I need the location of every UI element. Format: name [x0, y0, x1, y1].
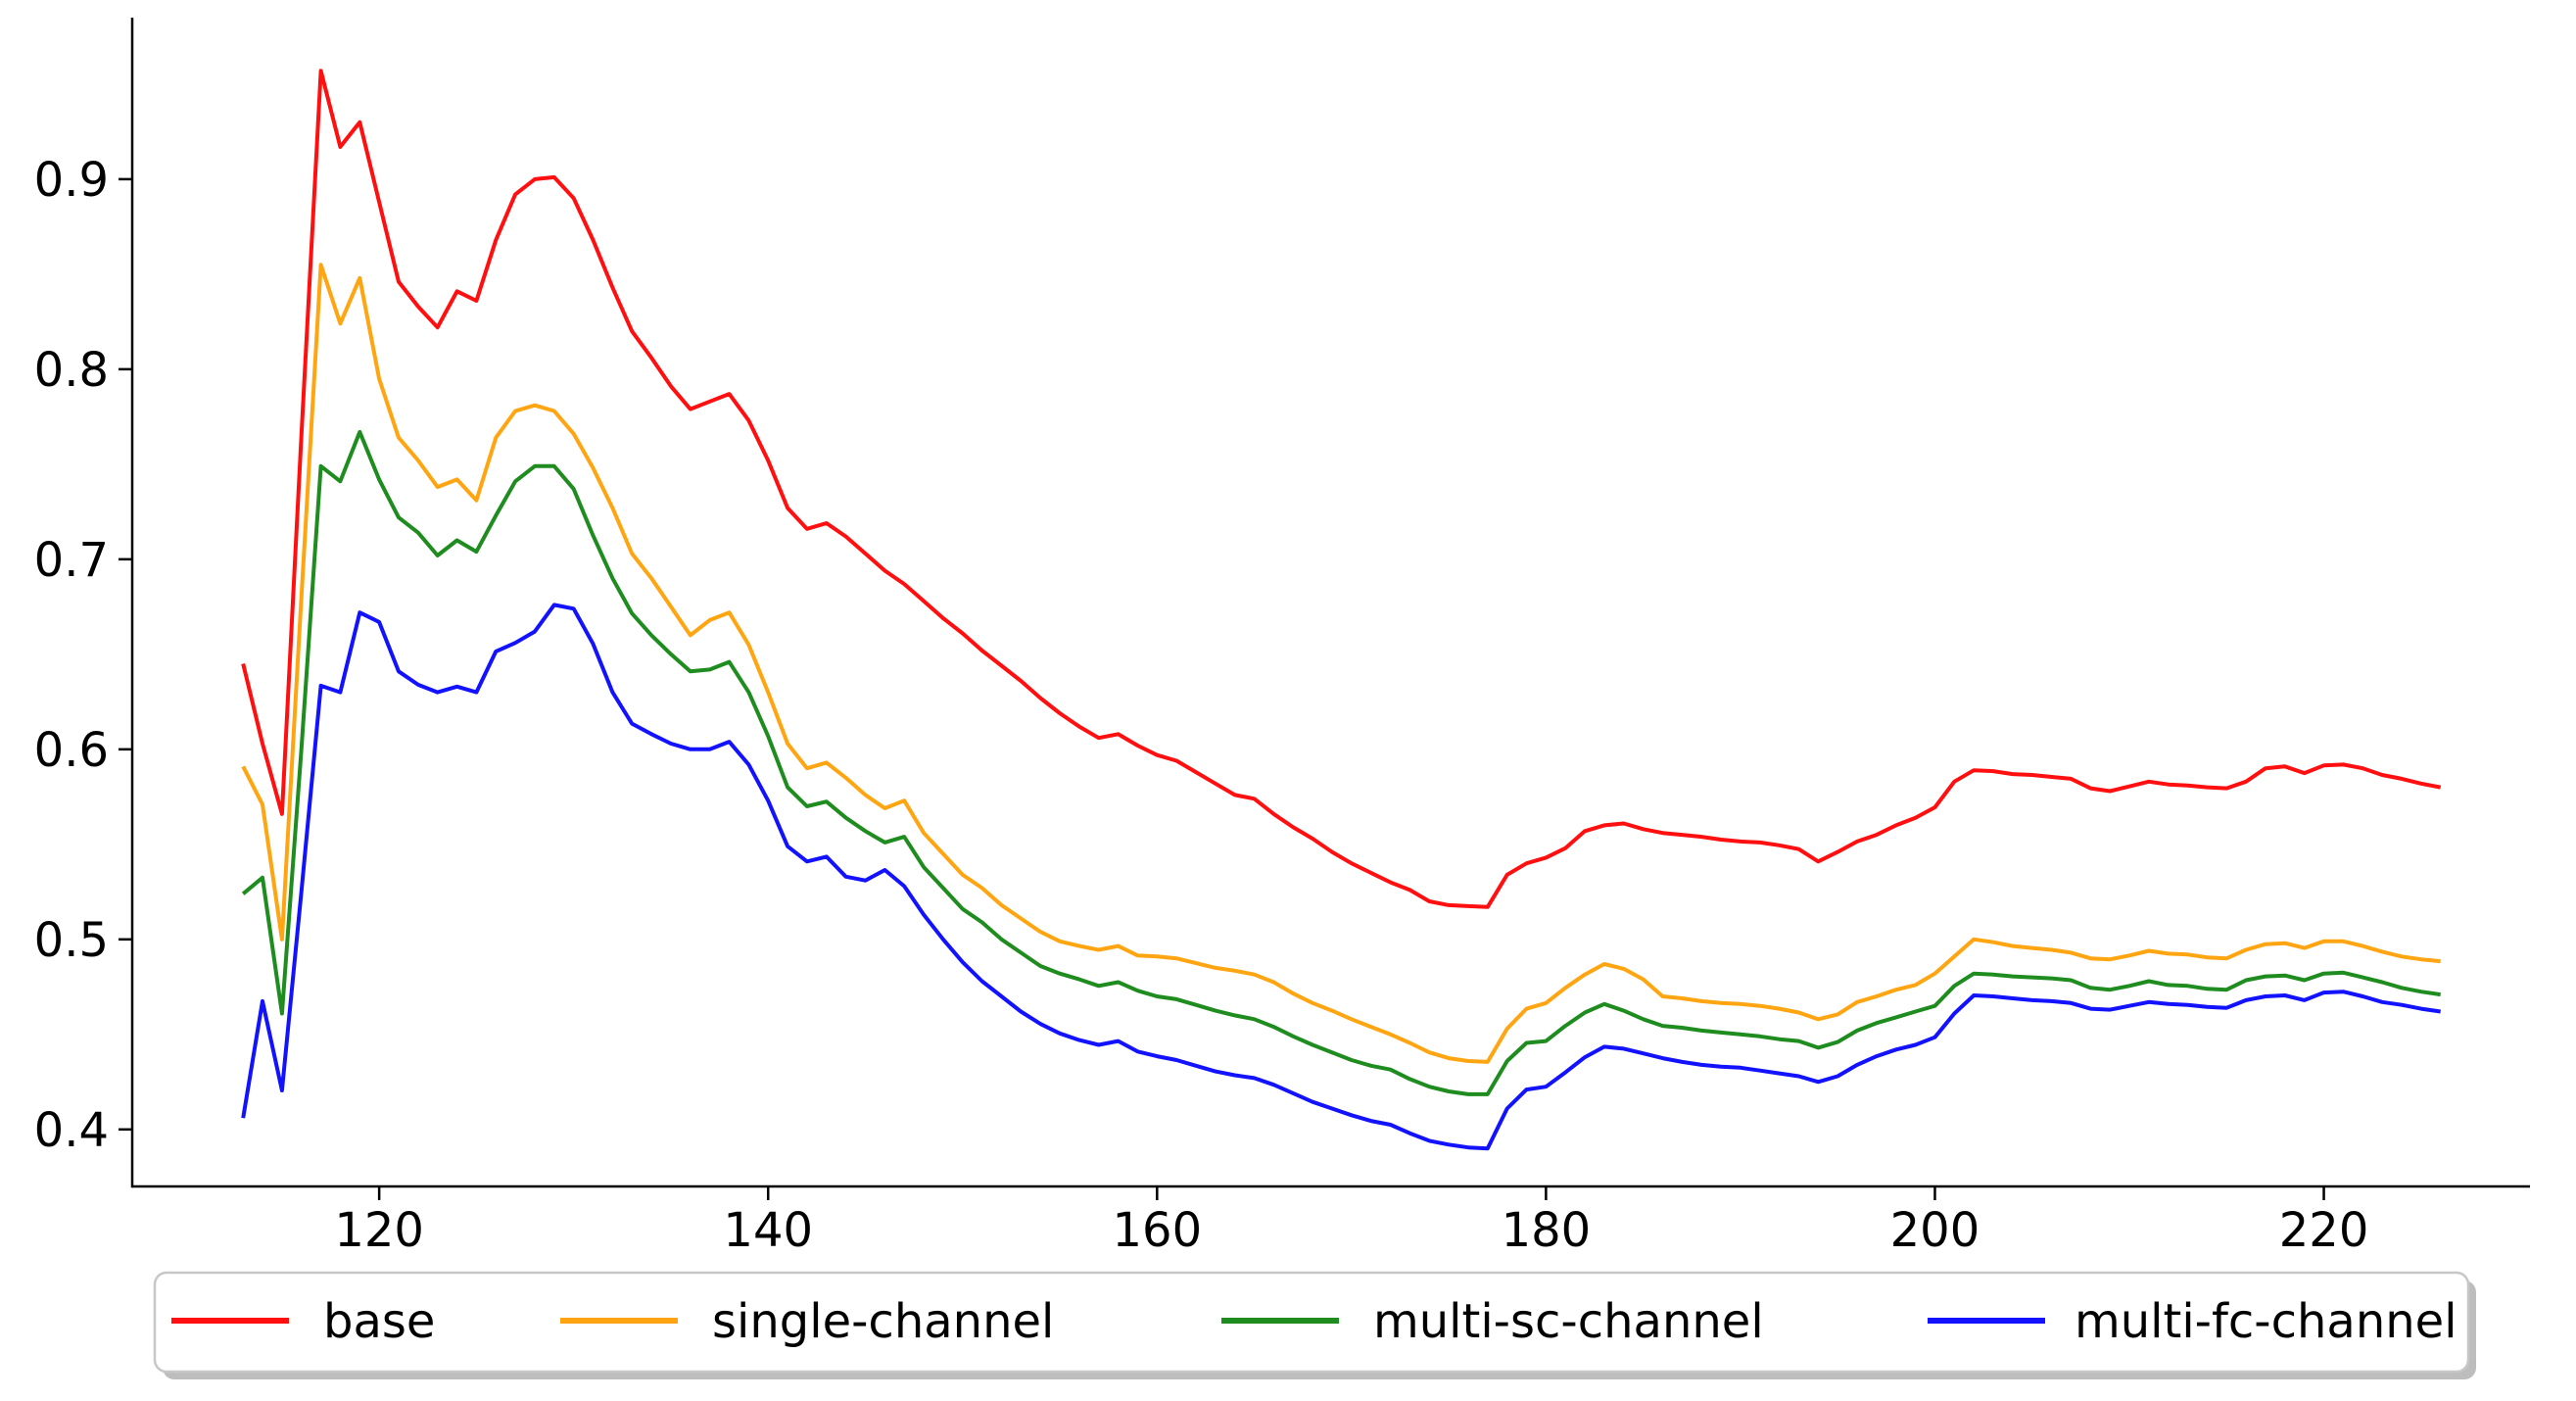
x-tick-label: 120 — [334, 1203, 424, 1258]
series-line-multi-fc-channel — [241, 603, 2441, 1151]
legend-label-base: base — [323, 1294, 435, 1349]
x-tick-label: 160 — [1112, 1203, 1202, 1258]
y-tick-label: 0.5 — [34, 913, 109, 968]
series-line-base — [241, 69, 2442, 909]
y-tick-label: 0.7 — [34, 533, 109, 588]
legend-label-single-channel: single-channel — [712, 1294, 1054, 1349]
series-line-single-channel — [241, 263, 2441, 1064]
y-tick-label: 0.4 — [34, 1103, 109, 1158]
series-line-multi-sc-channel — [241, 429, 2441, 1096]
legend-label-multi-sc-channel: multi-sc-channel — [1373, 1294, 1764, 1349]
y-tick-label: 0.8 — [34, 343, 109, 398]
y-tick-label: 0.9 — [34, 153, 109, 208]
legend-label-multi-fc-channel: multi-fc-channel — [2075, 1294, 2457, 1349]
y-tick-label: 0.6 — [34, 723, 109, 778]
x-tick-label: 200 — [1890, 1203, 1980, 1258]
x-tick-label: 180 — [1502, 1203, 1592, 1258]
x-tick-label: 140 — [723, 1203, 813, 1258]
x-tick-label: 220 — [2279, 1203, 2369, 1258]
